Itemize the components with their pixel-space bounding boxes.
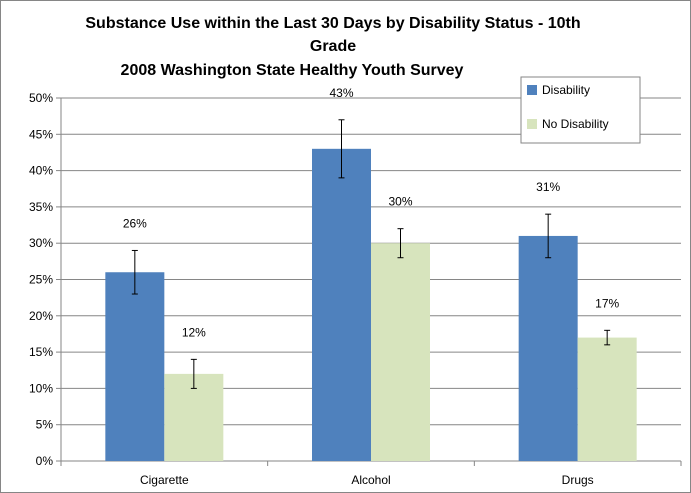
data-label: 17% bbox=[595, 296, 619, 310]
y-tick-label: 10% bbox=[29, 381, 53, 395]
y-tick-label: 40% bbox=[29, 164, 53, 178]
error-bars bbox=[131, 119, 611, 389]
data-label: 26% bbox=[123, 216, 147, 230]
legend-label-disability: Disability bbox=[542, 83, 590, 97]
data-label: 31% bbox=[536, 180, 560, 194]
x-tick-label: Cigarette bbox=[140, 473, 189, 487]
y-tick-label: 35% bbox=[29, 200, 53, 214]
data-labels: 26% 12% 43% 30% 31% 17% bbox=[123, 86, 620, 340]
y-tick-label: 20% bbox=[29, 309, 53, 323]
legend-swatch-disability bbox=[527, 85, 537, 95]
legend: Disability No Disability bbox=[520, 76, 641, 144]
legend-label-no-disability: No Disability bbox=[542, 117, 609, 131]
bar-disability bbox=[312, 148, 371, 461]
bar-disability bbox=[105, 272, 165, 461]
bar-no-disability bbox=[577, 337, 637, 461]
y-tick-label: 45% bbox=[29, 127, 53, 141]
legend-swatch-no-disability bbox=[527, 119, 537, 129]
y-tick-label: 30% bbox=[29, 236, 53, 250]
x-tick-label: Drugs bbox=[562, 473, 594, 487]
legend-box bbox=[520, 76, 641, 144]
x-tick-label: Alcohol bbox=[351, 473, 390, 487]
y-tick-label: 25% bbox=[29, 273, 53, 287]
bar-disability bbox=[518, 235, 578, 461]
chart-title-line: Substance Use within the Last 30 Days by… bbox=[85, 15, 580, 32]
y-tick-label: 50% bbox=[29, 91, 53, 105]
y-tick-label: 5% bbox=[36, 418, 54, 432]
data-label: 12% bbox=[182, 325, 206, 339]
chart-title-line: Grade bbox=[310, 38, 356, 55]
data-label: 43% bbox=[329, 86, 353, 100]
chart-title: Substance Use within the Last 30 Days by… bbox=[85, 15, 580, 79]
bars bbox=[105, 148, 637, 461]
chart-title-line: 2008 Washington State Healthy Youth Surv… bbox=[121, 62, 464, 79]
data-label: 30% bbox=[388, 195, 412, 209]
y-tick-label: 0% bbox=[36, 454, 54, 468]
y-tick-label: 15% bbox=[29, 345, 53, 359]
bar-no-disability bbox=[371, 243, 430, 461]
